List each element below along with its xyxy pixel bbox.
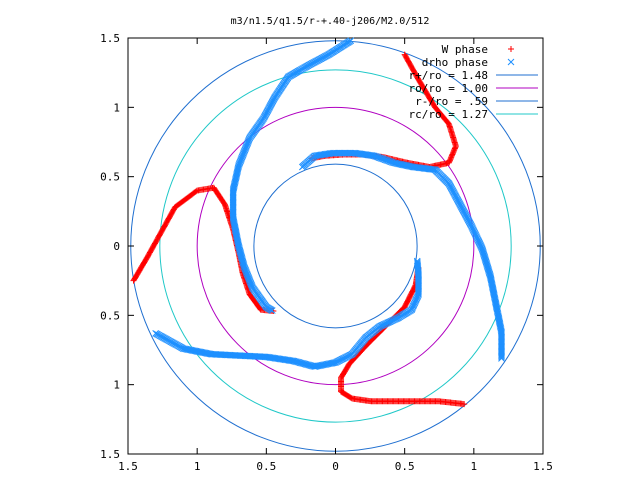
data-point [373, 153, 381, 161]
legend-label: r-/ro = .59 [415, 95, 488, 108]
y-tick-label: 1.5 [100, 448, 120, 461]
y-tick-label: 1 [113, 101, 120, 114]
data-point [498, 352, 505, 360]
data-point [370, 152, 378, 160]
chart-title: m3/n1.5/q1.5/r-+.40-j206/M2.0/512 [231, 16, 430, 27]
data-point [379, 155, 387, 163]
legend-marker [508, 46, 514, 52]
legend-label: rc/ro = 1.27 [409, 108, 488, 121]
data-point [376, 154, 384, 162]
circle-2 [253, 163, 418, 329]
legend-label: drho phase [422, 56, 488, 69]
data-point [372, 152, 379, 160]
x-tick-label: 0 [332, 460, 339, 473]
data-point [381, 156, 389, 164]
x-tick-label: 1.5 [533, 460, 553, 473]
x-tick-label: 0.5 [256, 460, 276, 473]
circle-1 [196, 106, 475, 386]
legend-marker [507, 58, 515, 66]
data-point [414, 260, 421, 268]
legend-label: ro/ro = 1.00 [409, 82, 488, 95]
legend-label: W phase [442, 43, 488, 56]
x-tick-label: 1 [471, 460, 478, 473]
data-point [387, 158, 395, 166]
axis-ticks: 1.5 1 0.5 0 0.5 1 1.51.510.500.511.5 [100, 32, 553, 473]
x-tick-label: 0.5 [395, 460, 415, 473]
x-tick-label: 1.5 [118, 460, 138, 473]
circle-3 [159, 69, 512, 423]
data-point [235, 161, 243, 168]
x-tick-label: 1 [194, 460, 201, 473]
data-point [430, 166, 438, 173]
y-tick-label: 0.5 [100, 171, 120, 184]
data-point [375, 154, 383, 161]
data-point [240, 262, 248, 269]
data-point [384, 157, 391, 164]
y-tick-label: 1.5 [100, 32, 120, 45]
data-series [130, 37, 505, 408]
data-point [382, 156, 390, 164]
data-point [380, 155, 388, 163]
series-1 [152, 37, 505, 370]
data-point [498, 353, 505, 361]
data-point [374, 153, 382, 161]
data-point [330, 359, 338, 367]
y-tick-label: 0.5 [100, 309, 120, 322]
data-point [385, 157, 393, 165]
data-point [268, 307, 276, 314]
y-tick-label: 0 [113, 240, 120, 253]
data-point [414, 259, 421, 266]
data-point [378, 155, 385, 162]
data-point [240, 260, 247, 268]
data-point [413, 257, 421, 265]
y-tick-label: 1 [113, 379, 120, 392]
legend-label: r+/ro = 1.48 [409, 69, 488, 82]
data-point [498, 355, 505, 362]
data-point [386, 158, 394, 165]
